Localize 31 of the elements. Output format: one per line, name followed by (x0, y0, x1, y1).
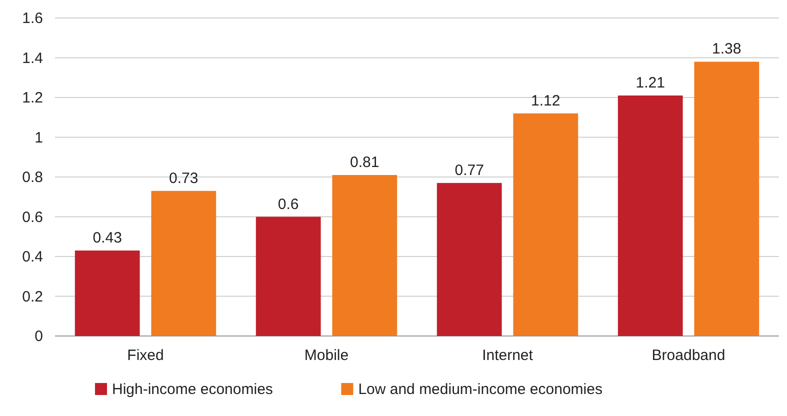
data-label: 0.81 (350, 154, 380, 172)
bar (436, 182, 502, 336)
y-tick-label: 0.6 (22, 208, 43, 226)
y-tick-label: 0.2 (22, 288, 43, 306)
y-tick-label: 1.6 (22, 10, 43, 27)
y-tick-label: 0 (34, 328, 43, 345)
legend-label: High-income economies (112, 381, 273, 398)
y-tick-label: 1.2 (22, 90, 43, 106)
data-label: 1.12 (531, 92, 560, 110)
y-tick-label: 0.8 (22, 169, 43, 186)
data-label: 1.38 (712, 40, 742, 58)
bar (332, 175, 398, 336)
x-tick-label: Fixed (127, 347, 164, 364)
legend-label: Low and medium-income economies (358, 381, 602, 398)
x-tick-label: Mobile (304, 347, 349, 364)
data-label: 0.6 (278, 196, 299, 213)
bar (618, 96, 683, 336)
y-tick-label: 0.4 (22, 248, 43, 266)
data-label: 0.77 (454, 162, 484, 179)
data-label: 1.21 (636, 74, 665, 92)
y-tick-label: 1.4 (22, 50, 43, 67)
bar (74, 250, 140, 336)
bar (256, 216, 321, 336)
data-label: 0.43 (92, 230, 122, 247)
bar (513, 113, 578, 336)
data-label: 0.73 (169, 170, 198, 187)
x-tick-label: Broadband (652, 347, 726, 364)
bar (151, 190, 216, 336)
bar (694, 62, 760, 336)
y-tick-label: 1 (34, 129, 43, 146)
x-tick-label: Internet (482, 347, 534, 364)
